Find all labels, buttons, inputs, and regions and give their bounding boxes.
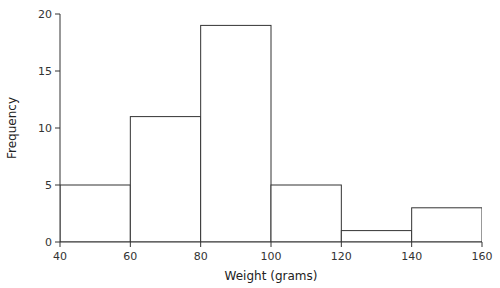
bars	[60, 25, 482, 242]
x-tick-label: 160	[472, 250, 493, 263]
y-tick	[55, 128, 60, 129]
x-tick-label: 140	[401, 250, 422, 263]
x-tick-label: 120	[331, 250, 352, 263]
x-tick	[341, 242, 342, 247]
histogram-bar	[271, 185, 341, 242]
y-tick-label: 15	[38, 65, 52, 78]
y-axis-label: Frequency	[5, 97, 19, 159]
x-tick-label: 40	[53, 250, 67, 263]
histogram-bar	[412, 208, 482, 242]
y-tick-label: 5	[45, 179, 52, 192]
x-tick-label: 60	[123, 250, 137, 263]
histogram-bar	[60, 185, 130, 242]
x-tick	[60, 242, 61, 247]
x-tick	[200, 242, 201, 247]
y-tick	[55, 71, 60, 72]
x-tick	[130, 242, 131, 247]
y-tick	[55, 242, 60, 243]
y-tick	[55, 14, 60, 15]
histogram-bar	[341, 231, 411, 242]
chart: 40 60 80 100 120 140 160 0 5 10 15 20 Weight (grams)…	[0, 0, 500, 288]
y-tick-label: 20	[38, 8, 52, 21]
x-axis-label: Weight (grams)	[225, 269, 318, 283]
histogram-bar	[130, 117, 200, 242]
histogram-bar	[201, 25, 271, 242]
x-tick	[482, 242, 483, 247]
y-tick-label: 10	[38, 122, 52, 135]
y-tick-label: 0	[45, 236, 52, 249]
x-tick	[271, 242, 272, 247]
axes: 40 60 80 100 120 140 160 0 5 10 15 20	[38, 8, 493, 263]
x-tick-label: 80	[194, 250, 208, 263]
chart-container: 40 60 80 100 120 140 160 0 5 10 15 20 Weight (grams)…	[0, 0, 500, 288]
x-tick-label: 100	[261, 250, 282, 263]
x-tick	[411, 242, 412, 247]
y-tick	[55, 185, 60, 186]
